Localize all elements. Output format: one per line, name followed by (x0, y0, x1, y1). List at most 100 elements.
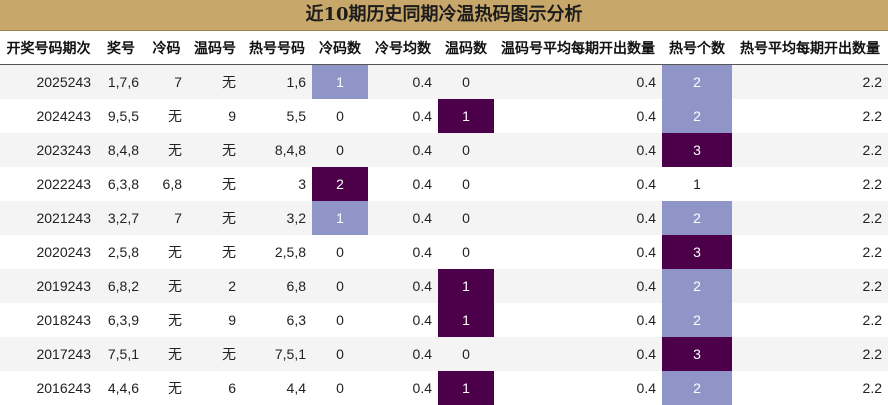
cold-average-cell: 0.4 (368, 303, 438, 337)
analysis-table: 开奖号码期次 奖号 冷码 温码号 热号号码 冷码数 冷号均数 温码数 温码号平均… (0, 31, 888, 405)
winning-number-cell: 4,4,6 (97, 371, 145, 405)
hot-count-cell: 2 (662, 64, 732, 99)
header-cold-count: 冷码数 (312, 31, 368, 65)
cold-count-cell: 0 (312, 133, 368, 167)
cold-count-cell: 0 (312, 235, 368, 269)
draw-period-cell: 2019243 (0, 269, 97, 303)
winning-number-cell: 1,7,6 (97, 64, 145, 99)
draw-period-cell: 2018243 (0, 303, 97, 337)
hot-code-cell: 5,5 (242, 99, 312, 133)
winning-number-cell: 2,5,8 (97, 235, 145, 269)
header-cold-average: 冷号均数 (368, 31, 438, 65)
hot-count-cell: 1 (662, 167, 732, 201)
cold-average-cell: 0.4 (368, 235, 438, 269)
warm-count-cell: 0 (438, 201, 494, 235)
draw-period-cell: 2024243 (0, 99, 97, 133)
hot-code-cell: 4,4 (242, 371, 312, 405)
cold-code-cell: 6,8 (145, 167, 188, 201)
table-row: 2016243 4,4,6 无 6 4,4 0 0.4 1 0.4 2 2.2 (0, 371, 888, 405)
cold-code-cell: 无 (145, 269, 188, 303)
warm-count-cell: 1 (438, 269, 494, 303)
table-row: 2025243 1,7,6 7 无 1,6 1 0.4 0 0.4 2 2.2 (0, 64, 888, 99)
warm-average-cell: 0.4 (494, 133, 662, 167)
winning-number-cell: 6,3,9 (97, 303, 145, 337)
hot-count-cell: 2 (662, 269, 732, 303)
winning-number-cell: 8,4,8 (97, 133, 145, 167)
winning-number-cell: 9,5,5 (97, 99, 145, 133)
hot-average-cell: 2.2 (732, 269, 888, 303)
cold-average-cell: 0.4 (368, 201, 438, 235)
table-row: 2021243 3,2,7 7 无 3,2 1 0.4 0 0.4 2 2.2 (0, 201, 888, 235)
table-row: 2019243 6,8,2 无 2 6,8 0 0.4 1 0.4 2 2.2 (0, 269, 888, 303)
warm-code-cell: 无 (188, 235, 242, 269)
hot-average-cell: 2.2 (732, 64, 888, 99)
hot-code-cell: 3 (242, 167, 312, 201)
warm-code-cell: 9 (188, 303, 242, 337)
hot-code-cell: 6,8 (242, 269, 312, 303)
cold-count-cell: 2 (312, 167, 368, 201)
cold-code-cell: 无 (145, 99, 188, 133)
warm-average-cell: 0.4 (494, 99, 662, 133)
hot-count-cell: 3 (662, 235, 732, 269)
hot-average-cell: 2.2 (732, 371, 888, 405)
cold-average-cell: 0.4 (368, 99, 438, 133)
warm-count-cell: 1 (438, 99, 494, 133)
hot-average-cell: 2.2 (732, 133, 888, 167)
warm-average-cell: 0.4 (494, 201, 662, 235)
header-cold-code: 冷码 (145, 31, 188, 65)
warm-code-cell: 无 (188, 133, 242, 167)
cold-code-cell: 无 (145, 303, 188, 337)
table-row: 2018243 6,3,9 无 9 6,3 0 0.4 1 0.4 2 2.2 (0, 303, 888, 337)
cold-average-cell: 0.4 (368, 167, 438, 201)
warm-average-cell: 0.4 (494, 371, 662, 405)
cold-count-cell: 0 (312, 337, 368, 371)
cold-average-cell: 0.4 (368, 269, 438, 303)
page-title: 近10期历史同期冷温热码图示分析 (0, 0, 888, 31)
draw-period-cell: 2025243 (0, 64, 97, 99)
hot-count-cell: 2 (662, 99, 732, 133)
header-warm-code: 温码号 (188, 31, 242, 65)
warm-average-cell: 0.4 (494, 303, 662, 337)
warm-count-cell: 0 (438, 337, 494, 371)
draw-period-cell: 2022243 (0, 167, 97, 201)
hot-code-cell: 2,5,8 (242, 235, 312, 269)
table-row: 2017243 7,5,1 无无 7,5,1 0 0.4 0 0.4 3 2.2 (0, 337, 888, 371)
winning-number-cell: 6,8,2 (97, 269, 145, 303)
draw-period-cell: 2021243 (0, 201, 97, 235)
winning-number-cell: 3,2,7 (97, 201, 145, 235)
hot-code-cell: 8,4,8 (242, 133, 312, 167)
hot-code-cell: 3,2 (242, 201, 312, 235)
warm-code-cell: 无 (188, 64, 242, 99)
warm-count-cell: 1 (438, 371, 494, 405)
cold-count-cell: 0 (312, 371, 368, 405)
hot-count-cell: 2 (662, 201, 732, 235)
cold-count-cell: 1 (312, 201, 368, 235)
hot-code-cell: 7,5,1 (242, 337, 312, 371)
warm-code-cell: 无 (188, 167, 242, 201)
hot-count-cell: 2 (662, 303, 732, 337)
header-hot-count: 热号个数 (662, 31, 732, 65)
table-row: 2022243 6,3,8 6,8 无 3 2 0.4 0 0.4 1 2.2 (0, 167, 888, 201)
cold-code-cell: 无 (145, 235, 188, 269)
warm-average-cell: 0.4 (494, 167, 662, 201)
header-draw-period: 开奖号码期次 (0, 31, 97, 65)
hot-average-cell: 2.2 (732, 337, 888, 371)
warm-count-cell: 0 (438, 64, 494, 99)
warm-count-cell: 1 (438, 303, 494, 337)
header-hot-code: 热号号码 (242, 31, 312, 65)
hot-count-cell: 2 (662, 371, 732, 405)
hot-average-cell: 2.2 (732, 235, 888, 269)
winning-number-cell: 6,3,8 (97, 167, 145, 201)
cold-count-cell: 1 (312, 64, 368, 99)
header-winning-number: 奖号 (97, 31, 145, 65)
warm-code-cell: 无 (188, 337, 242, 371)
cold-code-cell: 7 (145, 64, 188, 99)
header-warm-average: 温码号平均每期开出数量 (494, 31, 662, 65)
hot-code-cell: 1,6 (242, 64, 312, 99)
warm-code-cell: 无 (188, 201, 242, 235)
draw-period-cell: 2016243 (0, 371, 97, 405)
cold-code-cell: 7 (145, 201, 188, 235)
cold-count-cell: 0 (312, 99, 368, 133)
hot-average-cell: 2.2 (732, 201, 888, 235)
warm-count-cell: 0 (438, 235, 494, 269)
